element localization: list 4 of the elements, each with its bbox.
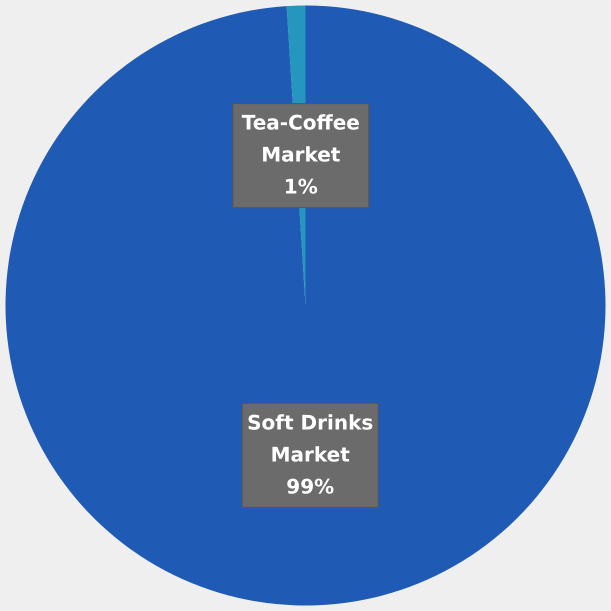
slice-label: Tea-Coffee Market bbox=[242, 110, 360, 167]
data-label: 1% bbox=[284, 174, 318, 199]
slice-label: Soft Drinks Market bbox=[247, 410, 374, 466]
data-label: 99% bbox=[286, 474, 334, 498]
